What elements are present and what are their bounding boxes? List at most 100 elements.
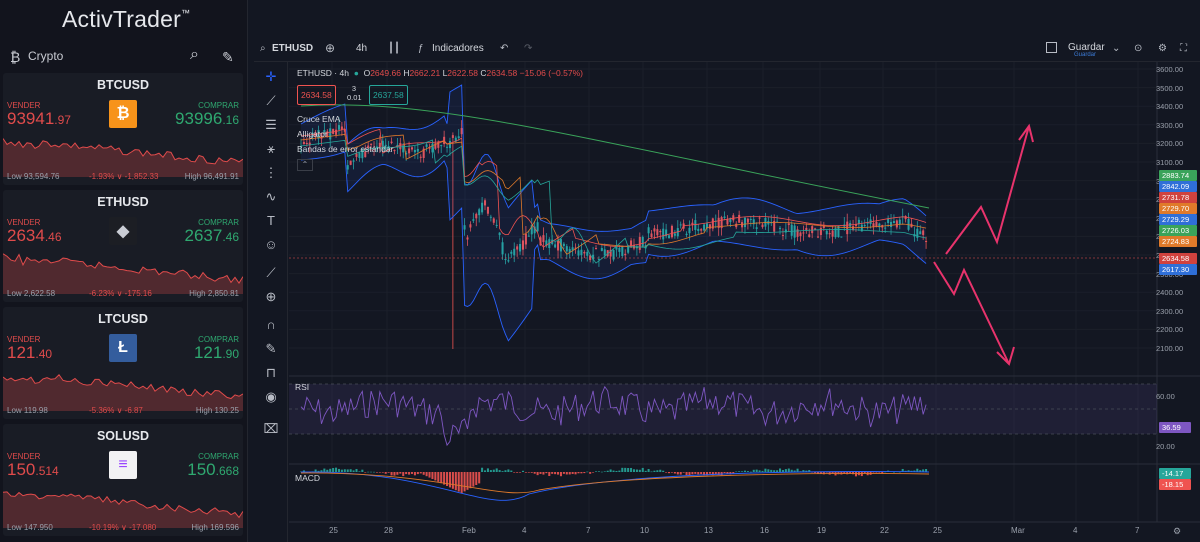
sell-label: VENDER — [7, 101, 41, 110]
lock-icon[interactable]: ⊓ — [265, 365, 277, 380]
price-tag: 2842.09 — [1159, 181, 1197, 192]
buy-price-button[interactable]: 2637.46 — [184, 226, 239, 245]
sell-label: VENDER — [7, 452, 41, 461]
layout-icon[interactable] — [1046, 42, 1057, 53]
chart-toolbar: ⌕ ETHUSD ⊕ 4h ┃┃ ƒ Indicadores ↶ ↷ ⌄ ⊙ ⚙… — [254, 38, 1200, 62]
rsi-level-low: 20.00 — [1156, 442, 1175, 451]
emoji-icon[interactable]: ☺ — [264, 237, 278, 252]
sparkline — [3, 253, 243, 294]
undo-icon[interactable]: ↶ — [500, 43, 509, 54]
drawing-toolbar: ✛ ⟋ ☰ ⚹ ⋮ ∿ T ☺ ⟋ ⊕ ∩ ✎ ⊓ ◉ ⌧ — [254, 62, 288, 542]
day-low: Low 93,594.76 — [7, 172, 60, 181]
zoom-in-icon[interactable]: ⊕ — [265, 289, 277, 304]
price-tick: 3500.00 — [1156, 83, 1184, 93]
redo-icon[interactable]: ↷ — [524, 43, 533, 54]
day-low: Low 147.950 — [7, 523, 53, 532]
pattern-icon[interactable]: ⚹ — [267, 141, 275, 156]
sell-price-button[interactable]: 121.40 — [7, 343, 53, 362]
pencil-lock-icon[interactable]: ✎ — [265, 341, 277, 356]
symbol-selector[interactable]: ETHUSD — [272, 43, 314, 54]
ruler-icon[interactable]: ⟋ — [266, 265, 276, 280]
time-tick: 19 — [817, 526, 826, 535]
buy-price-button[interactable]: 93996.16 — [175, 109, 239, 128]
sell-price-button[interactable]: 2634.46 — [7, 226, 62, 245]
indicator-legend-item[interactable]: Alligator — [297, 129, 328, 139]
sell-price-box[interactable]: 2634.58 — [297, 85, 336, 105]
instrument-card[interactable]: LTCUSD VENDER COMPRAR 121.40 121.90 Ł Lo… — [3, 307, 243, 419]
axis-settings-icon[interactable]: ⚙ — [1173, 526, 1182, 536]
time-tick: 28 — [384, 526, 393, 535]
magnet-icon[interactable]: ∩ — [266, 317, 276, 332]
buy-price-button[interactable]: 121.90 — [193, 343, 239, 362]
collapse-legend-icon[interactable]: ⌃ — [297, 159, 313, 171]
day-change: -5.36% ∨ -6.87 — [89, 406, 143, 415]
candle-type-icon[interactable]: ┃┃ — [388, 43, 401, 54]
sparkline — [3, 138, 243, 177]
price-tag: 2634.58 — [1159, 253, 1197, 264]
time-tick: Mar — [1011, 526, 1025, 535]
day-high: High 130.25 — [195, 406, 239, 415]
category-bar: ₿ Crypto ⌕ ✎ — [0, 42, 248, 70]
category-label[interactable]: Crypto — [28, 49, 64, 63]
price-chart[interactable]: ETHUSD · 4h ● O2649.66 H2662.21 L2622.58… — [289, 62, 1200, 542]
time-tick: 22 — [880, 526, 889, 535]
buy-label: COMPRAR — [198, 335, 239, 344]
text-icon[interactable]: T — [267, 213, 275, 228]
instrument-card[interactable]: ETHUSD VENDER COMPRAR 2634.46 2637.46 ◆ … — [3, 190, 243, 302]
price-tick: 2300.00 — [1156, 306, 1184, 316]
day-change: -1.93% ∨ -1,852.33 — [89, 172, 159, 181]
instrument-symbol: BTCUSD — [96, 78, 150, 92]
ethereum-logo: ◆ — [109, 217, 137, 245]
search-icon[interactable]: ⌕ — [190, 46, 199, 63]
crosshair-icon[interactable]: ✛ — [265, 69, 277, 84]
dropdown-chevron-icon[interactable]: ⌄ — [1112, 43, 1121, 54]
indicators-button[interactable]: Indicadores — [432, 43, 484, 54]
time-tick: 25 — [933, 526, 942, 535]
instrument-card[interactable]: SOLUSD VENDER COMPRAR 150.514 150.668 ≡ … — [3, 424, 243, 536]
indicators-icon: ƒ — [418, 43, 424, 54]
prediction-icon[interactable]: ⋮ — [264, 165, 278, 180]
crosshair-settings-icon[interactable]: ⊙ — [1134, 43, 1143, 54]
instrument-symbol: LTCUSD — [98, 312, 148, 326]
day-change: -6.23% ∨ -175.16 — [89, 289, 152, 298]
sell-label: VENDER — [7, 335, 41, 344]
save-sublabel: Guardar — [1074, 52, 1097, 58]
day-high: High 169.596 — [191, 523, 239, 532]
chart-canvas[interactable] — [289, 62, 1200, 542]
price-tick: 2100.00 — [1156, 344, 1184, 353]
price-tick: 3200.00 — [1156, 139, 1184, 149]
fib-lines-icon[interactable]: ☰ — [265, 117, 277, 132]
sell-price-button[interactable]: 93941.97 — [7, 109, 71, 128]
rsi-level-high: 60.00 — [1156, 392, 1175, 401]
trash-icon[interactable]: ⌧ — [263, 421, 279, 436]
save-button[interactable]: Guardar — [1068, 42, 1105, 53]
gear-icon[interactable]: ⚙ — [1158, 43, 1167, 54]
price-tick: 2200.00 — [1156, 325, 1184, 335]
instrument-symbol: ETHUSD — [97, 195, 149, 209]
edit-icon[interactable]: ✎ — [222, 49, 234, 65]
day-high: High 2,850.81 — [189, 289, 239, 298]
path-icon[interactable]: ∿ — [265, 189, 277, 204]
fullscreen-icon[interactable]: ⛶ — [1180, 43, 1187, 54]
buy-price-box[interactable]: 2637.58 — [369, 85, 408, 105]
trendline-icon[interactable]: ⟋ — [266, 93, 276, 108]
time-tick: 4 — [1073, 526, 1078, 535]
indicator-legend-item[interactable]: Cruce EMA — [297, 114, 341, 124]
search-icon[interactable]: ⌕ — [260, 43, 266, 54]
instrument-card[interactable]: BTCUSD VENDER COMPRAR 93941.97 93996.16 … — [3, 73, 243, 185]
macd-label: MACD — [295, 473, 321, 483]
day-change: -10.19% ∨ -17.080 — [89, 523, 157, 532]
price-tick: 3400.00 — [1156, 102, 1184, 112]
price-tick: 3300.00 — [1156, 120, 1184, 130]
add-compare-icon[interactable]: ⊕ — [325, 41, 336, 55]
eye-icon[interactable]: ◉ — [265, 389, 277, 404]
ohlc-readout: ETHUSD · 4h ● O2649.66 H2662.21 L2622.58… — [297, 68, 583, 78]
spread-readout: 3 0.01 — [347, 84, 362, 102]
sell-label: VENDER — [7, 218, 41, 227]
sell-price-button[interactable]: 150.514 — [7, 460, 59, 479]
indicator-legend-item[interactable]: Bandas de error estándar — [297, 144, 394, 154]
timeframe-selector[interactable]: 4h — [356, 43, 368, 54]
macd-signal-tag: -18.15 — [1159, 479, 1191, 490]
buy-price-button[interactable]: 150.668 — [187, 460, 239, 479]
